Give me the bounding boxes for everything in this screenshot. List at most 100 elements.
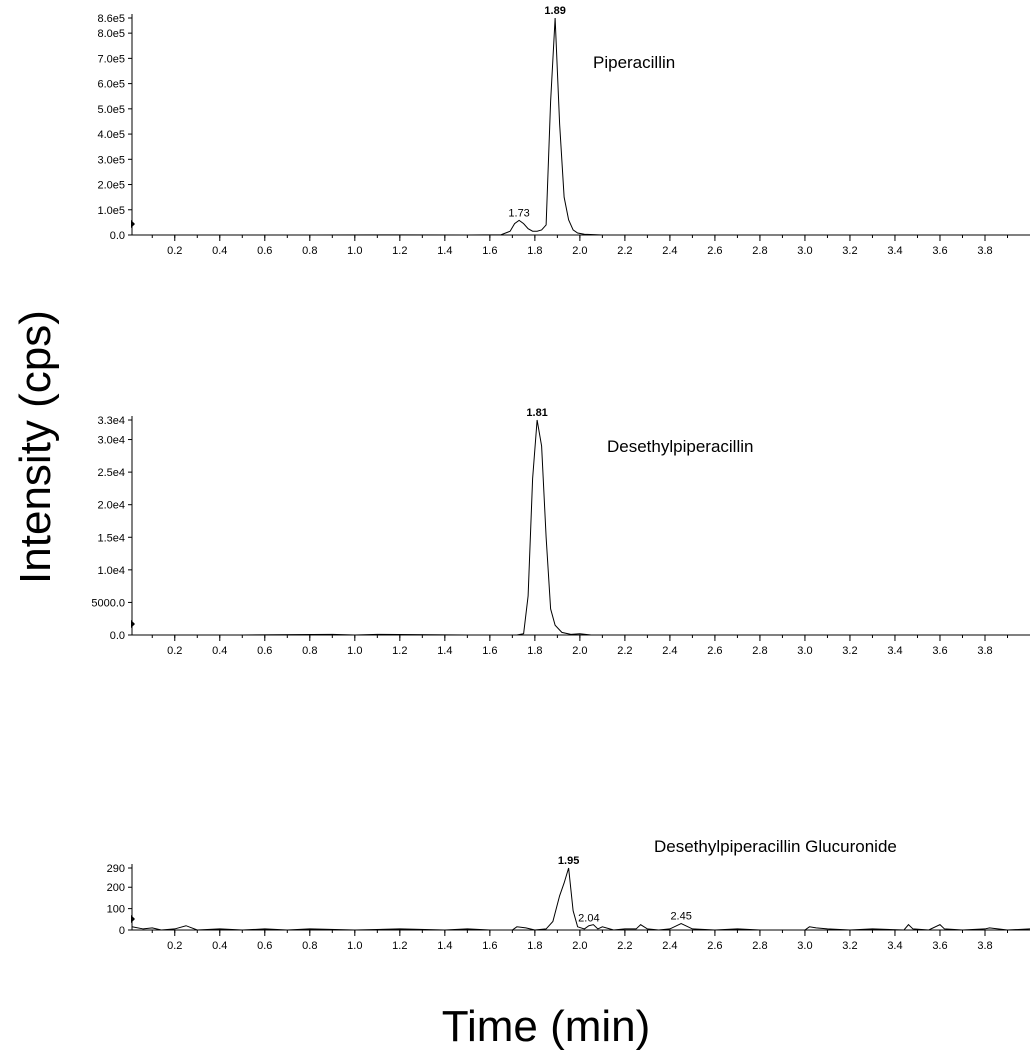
y-tick-label: 3.3e4 <box>97 415 125 427</box>
y-tick-label: 1.0e5 <box>97 205 125 217</box>
x-tick-label: 1.6 <box>482 645 497 657</box>
x-tick-label: 1.6 <box>482 940 497 952</box>
y-tick-label: 0.0 <box>110 630 125 642</box>
y-tick-label: 2.5e4 <box>97 467 125 479</box>
baseline-marker-icon <box>131 220 135 228</box>
y-tick-label: 5000.0 <box>91 597 125 609</box>
x-tick-label: 1.6 <box>482 245 497 257</box>
y-tick-label: 8.0e5 <box>97 28 125 40</box>
x-tick-label: 1.4 <box>437 940 452 952</box>
trace-line <box>132 17 1030 236</box>
peak-label: 1.95 <box>558 855 579 867</box>
x-tick-label: 0.6 <box>257 940 272 952</box>
x-tick-label: 2.0 <box>572 940 587 952</box>
y-tick-label: 2.0e4 <box>97 500 125 512</box>
x-tick-label: 3.2 <box>842 245 857 257</box>
x-tick-label: 3.0 <box>797 245 812 257</box>
trace-line <box>132 419 1030 636</box>
x-tick-label: 0.8 <box>302 940 317 952</box>
x-tick-label: 2.4 <box>662 940 677 952</box>
x-tick-label: 0.6 <box>257 645 272 657</box>
x-tick-label: 1.2 <box>392 645 407 657</box>
x-tick-label: 0.2 <box>167 940 182 952</box>
x-tick-label: 0.8 <box>302 645 317 657</box>
x-tick-label: 2.2 <box>617 645 632 657</box>
y-tick-label: 1.5e4 <box>97 532 125 544</box>
x-tick-label: 1.0 <box>347 940 362 952</box>
x-tick-label: 1.0 <box>347 645 362 657</box>
x-tick-label: 2.6 <box>707 245 722 257</box>
x-tick-label: 0.8 <box>302 245 317 257</box>
x-tick-label: 2.6 <box>707 645 722 657</box>
panel-1: 0.2 0.4 0.6 0.8 1.0 1.2 1.4 1.6 1.8 2.0 2.2 2.4 2.6 2… <box>91 407 1030 657</box>
x-tick-label: 1.8 <box>527 645 542 657</box>
y-tick-label: 3.0e5 <box>97 154 125 166</box>
y-tick-label: 100 <box>107 904 125 916</box>
x-tick-label: 3.6 <box>932 245 947 257</box>
y-tick-label: 3.0e4 <box>97 435 125 447</box>
x-tick-label: 1.8 <box>527 245 542 257</box>
x-tick-label: 2.0 <box>572 245 587 257</box>
y-tick-label: 8.6e5 <box>97 13 125 25</box>
x-tick-label: 1.2 <box>392 940 407 952</box>
x-tick-label: 2.8 <box>752 245 767 257</box>
x-tick-label: 1.2 <box>392 245 407 257</box>
x-tick-label: 2.4 <box>662 645 677 657</box>
x-tick-label: 3.4 <box>887 245 902 257</box>
x-tick-label: 2.8 <box>752 940 767 952</box>
x-tick-label: 0.2 <box>167 645 182 657</box>
y-tick-label: 4.0e5 <box>97 129 125 141</box>
x-tick-label: 3.6 <box>932 940 947 952</box>
x-tick-label: 3.0 <box>797 940 812 952</box>
x-tick-label: 3.8 <box>977 645 992 657</box>
y-tick-label: 5.0e5 <box>97 104 125 116</box>
x-tick-label: 0.6 <box>257 245 272 257</box>
y-tick-label: 1.0e4 <box>97 565 125 577</box>
x-tick-label: 2.6 <box>707 940 722 952</box>
x-tick-label: 3.0 <box>797 645 812 657</box>
x-tick-label: 1.8 <box>527 940 542 952</box>
y-tick-label: 0.0 <box>110 230 125 242</box>
y-tick-label: 7.0e5 <box>97 53 125 65</box>
y-tick-label: 290 <box>107 863 125 875</box>
x-tick-label: 2.4 <box>662 245 677 257</box>
peak-label: 2.45 <box>670 911 691 923</box>
trace-line <box>131 867 1031 931</box>
y-tick-label: 2.0e5 <box>97 180 125 192</box>
panel-2: 0.2 0.4 0.6 0.8 1.0 1.2 1.4 1.6 1.8 2.0 2.2 2.4 2.6 2… <box>107 837 1031 952</box>
y-tick-label: 6.0e5 <box>97 79 125 91</box>
x-tick-label: 0.2 <box>167 245 182 257</box>
x-tick-label: 2.0 <box>572 645 587 657</box>
x-tick-label: 0.4 <box>212 245 227 257</box>
x-tick-label: 1.4 <box>437 245 452 257</box>
x-tick-label: 2.2 <box>617 940 632 952</box>
x-tick-label: 1.4 <box>437 645 452 657</box>
x-tick-label: 3.8 <box>977 940 992 952</box>
compound-label: Desethylpiperacillin Glucuronide <box>654 837 897 856</box>
x-tick-label: 3.4 <box>887 645 902 657</box>
x-tick-label: 3.2 <box>842 940 857 952</box>
x-tick-label: 3.8 <box>977 245 992 257</box>
compound-label: Desethylpiperacillin <box>607 437 753 456</box>
x-tick-label: 0.4 <box>212 940 227 952</box>
peak-label: 1.89 <box>544 5 565 17</box>
x-tick-label: 2.2 <box>617 245 632 257</box>
y-axis-title: Intensity (cps) <box>11 310 60 584</box>
x-tick-label: 3.2 <box>842 645 857 657</box>
y-tick-label: 0 <box>119 925 125 937</box>
x-tick-label: 1.0 <box>347 245 362 257</box>
chromatogram-panels: 0.2 0.4 0.6 0.8 1.0 1.2 1.4 1.6 1.8 2.0 2.2 2.4 2.6 2… <box>91 5 1031 952</box>
x-tick-label: 2.8 <box>752 645 767 657</box>
baseline-marker-icon <box>131 915 135 923</box>
y-tick-label: 200 <box>107 882 125 894</box>
baseline-marker-icon <box>131 620 135 628</box>
x-tick-label: 3.6 <box>932 645 947 657</box>
peak-label: 1.73 <box>508 207 529 219</box>
peak-label: 1.81 <box>526 407 547 419</box>
x-tick-label: 3.4 <box>887 940 902 952</box>
panel-0: 0.2 0.4 0.6 0.8 1.0 1.2 1.4 1.6 1.8 2.0 2.2 2.4 2.6 2… <box>97 5 1030 257</box>
x-axis-title: Time (min) <box>442 1002 651 1051</box>
x-tick-label: 0.4 <box>212 645 227 657</box>
compound-label: Piperacillin <box>593 53 675 72</box>
